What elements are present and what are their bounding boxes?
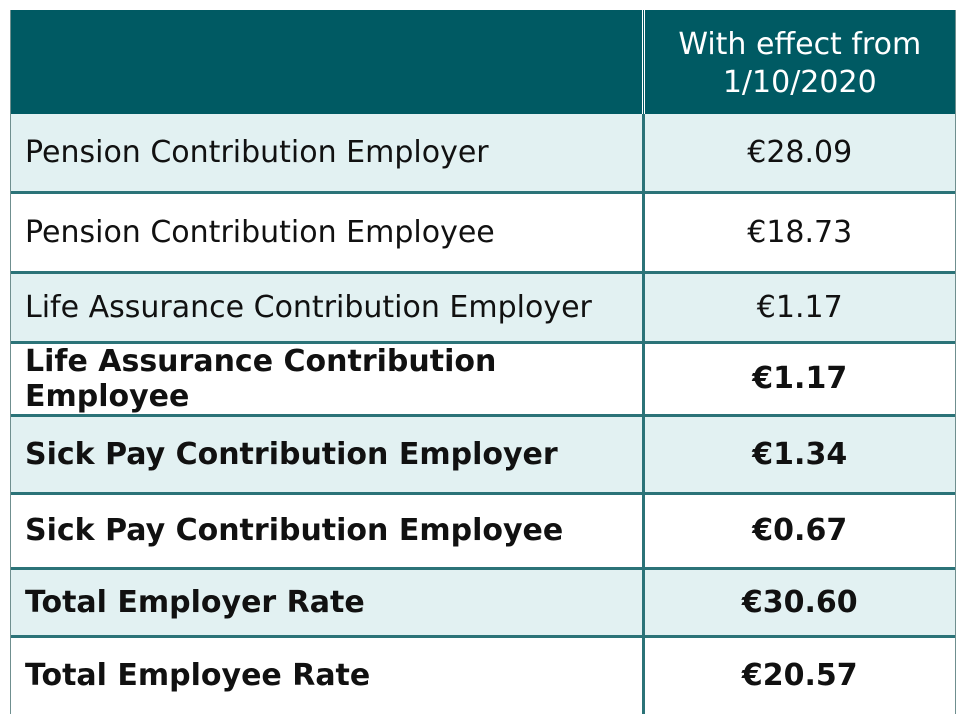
row-label: Sick Pay Contribution Employee	[11, 493, 643, 570]
row-value: €1.34	[641, 415, 955, 495]
row-label: Sick Pay Contribution Employer	[11, 415, 643, 495]
header-effective-date: With effect from 1/10/2020	[643, 10, 955, 114]
row-value: €1.17	[641, 340, 955, 417]
table-row: Sick Pay Contribution Employee €0.67	[11, 493, 955, 570]
row-label: Pension Contribution Employee	[11, 192, 643, 274]
table-row: Pension Contribution Employer €28.09	[11, 114, 955, 194]
table-row: Life Assurance Contribution Employer €1.…	[11, 272, 955, 344]
row-value: €30.60	[641, 568, 955, 638]
table-row: Total Employee Rate €20.57	[11, 636, 955, 714]
table-header-row: With effect from 1/10/2020	[11, 10, 955, 114]
contribution-rates-table-frame: With effect from 1/10/2020 Pension Contr…	[10, 10, 956, 714]
table-row: Life Assurance Contribution Employee €1.…	[11, 340, 955, 417]
row-label: Total Employer Rate	[11, 568, 643, 638]
table-row: Sick Pay Contribution Employer €1.34	[11, 415, 955, 495]
row-label: Total Employee Rate	[11, 636, 643, 714]
row-value: €1.17	[641, 272, 955, 344]
header-date-line2: 1/10/2020	[722, 65, 877, 100]
row-value: €18.73	[641, 192, 955, 274]
header-date-line1: With effect from	[678, 27, 922, 62]
table-row: Total Employer Rate €30.60	[11, 568, 955, 638]
table-row: Pension Contribution Employee €18.73	[11, 192, 955, 274]
header-blank-cell	[11, 10, 645, 114]
row-label: Pension Contribution Employer	[11, 114, 643, 194]
row-value: €0.67	[641, 493, 955, 570]
row-value: €20.57	[641, 636, 955, 714]
row-label: Life Assurance Contribution Employer	[11, 272, 643, 344]
row-value: €28.09	[641, 114, 955, 194]
row-label: Life Assurance Contribution Employee	[11, 340, 643, 417]
contribution-rates-table: With effect from 1/10/2020 Pension Contr…	[11, 10, 955, 714]
